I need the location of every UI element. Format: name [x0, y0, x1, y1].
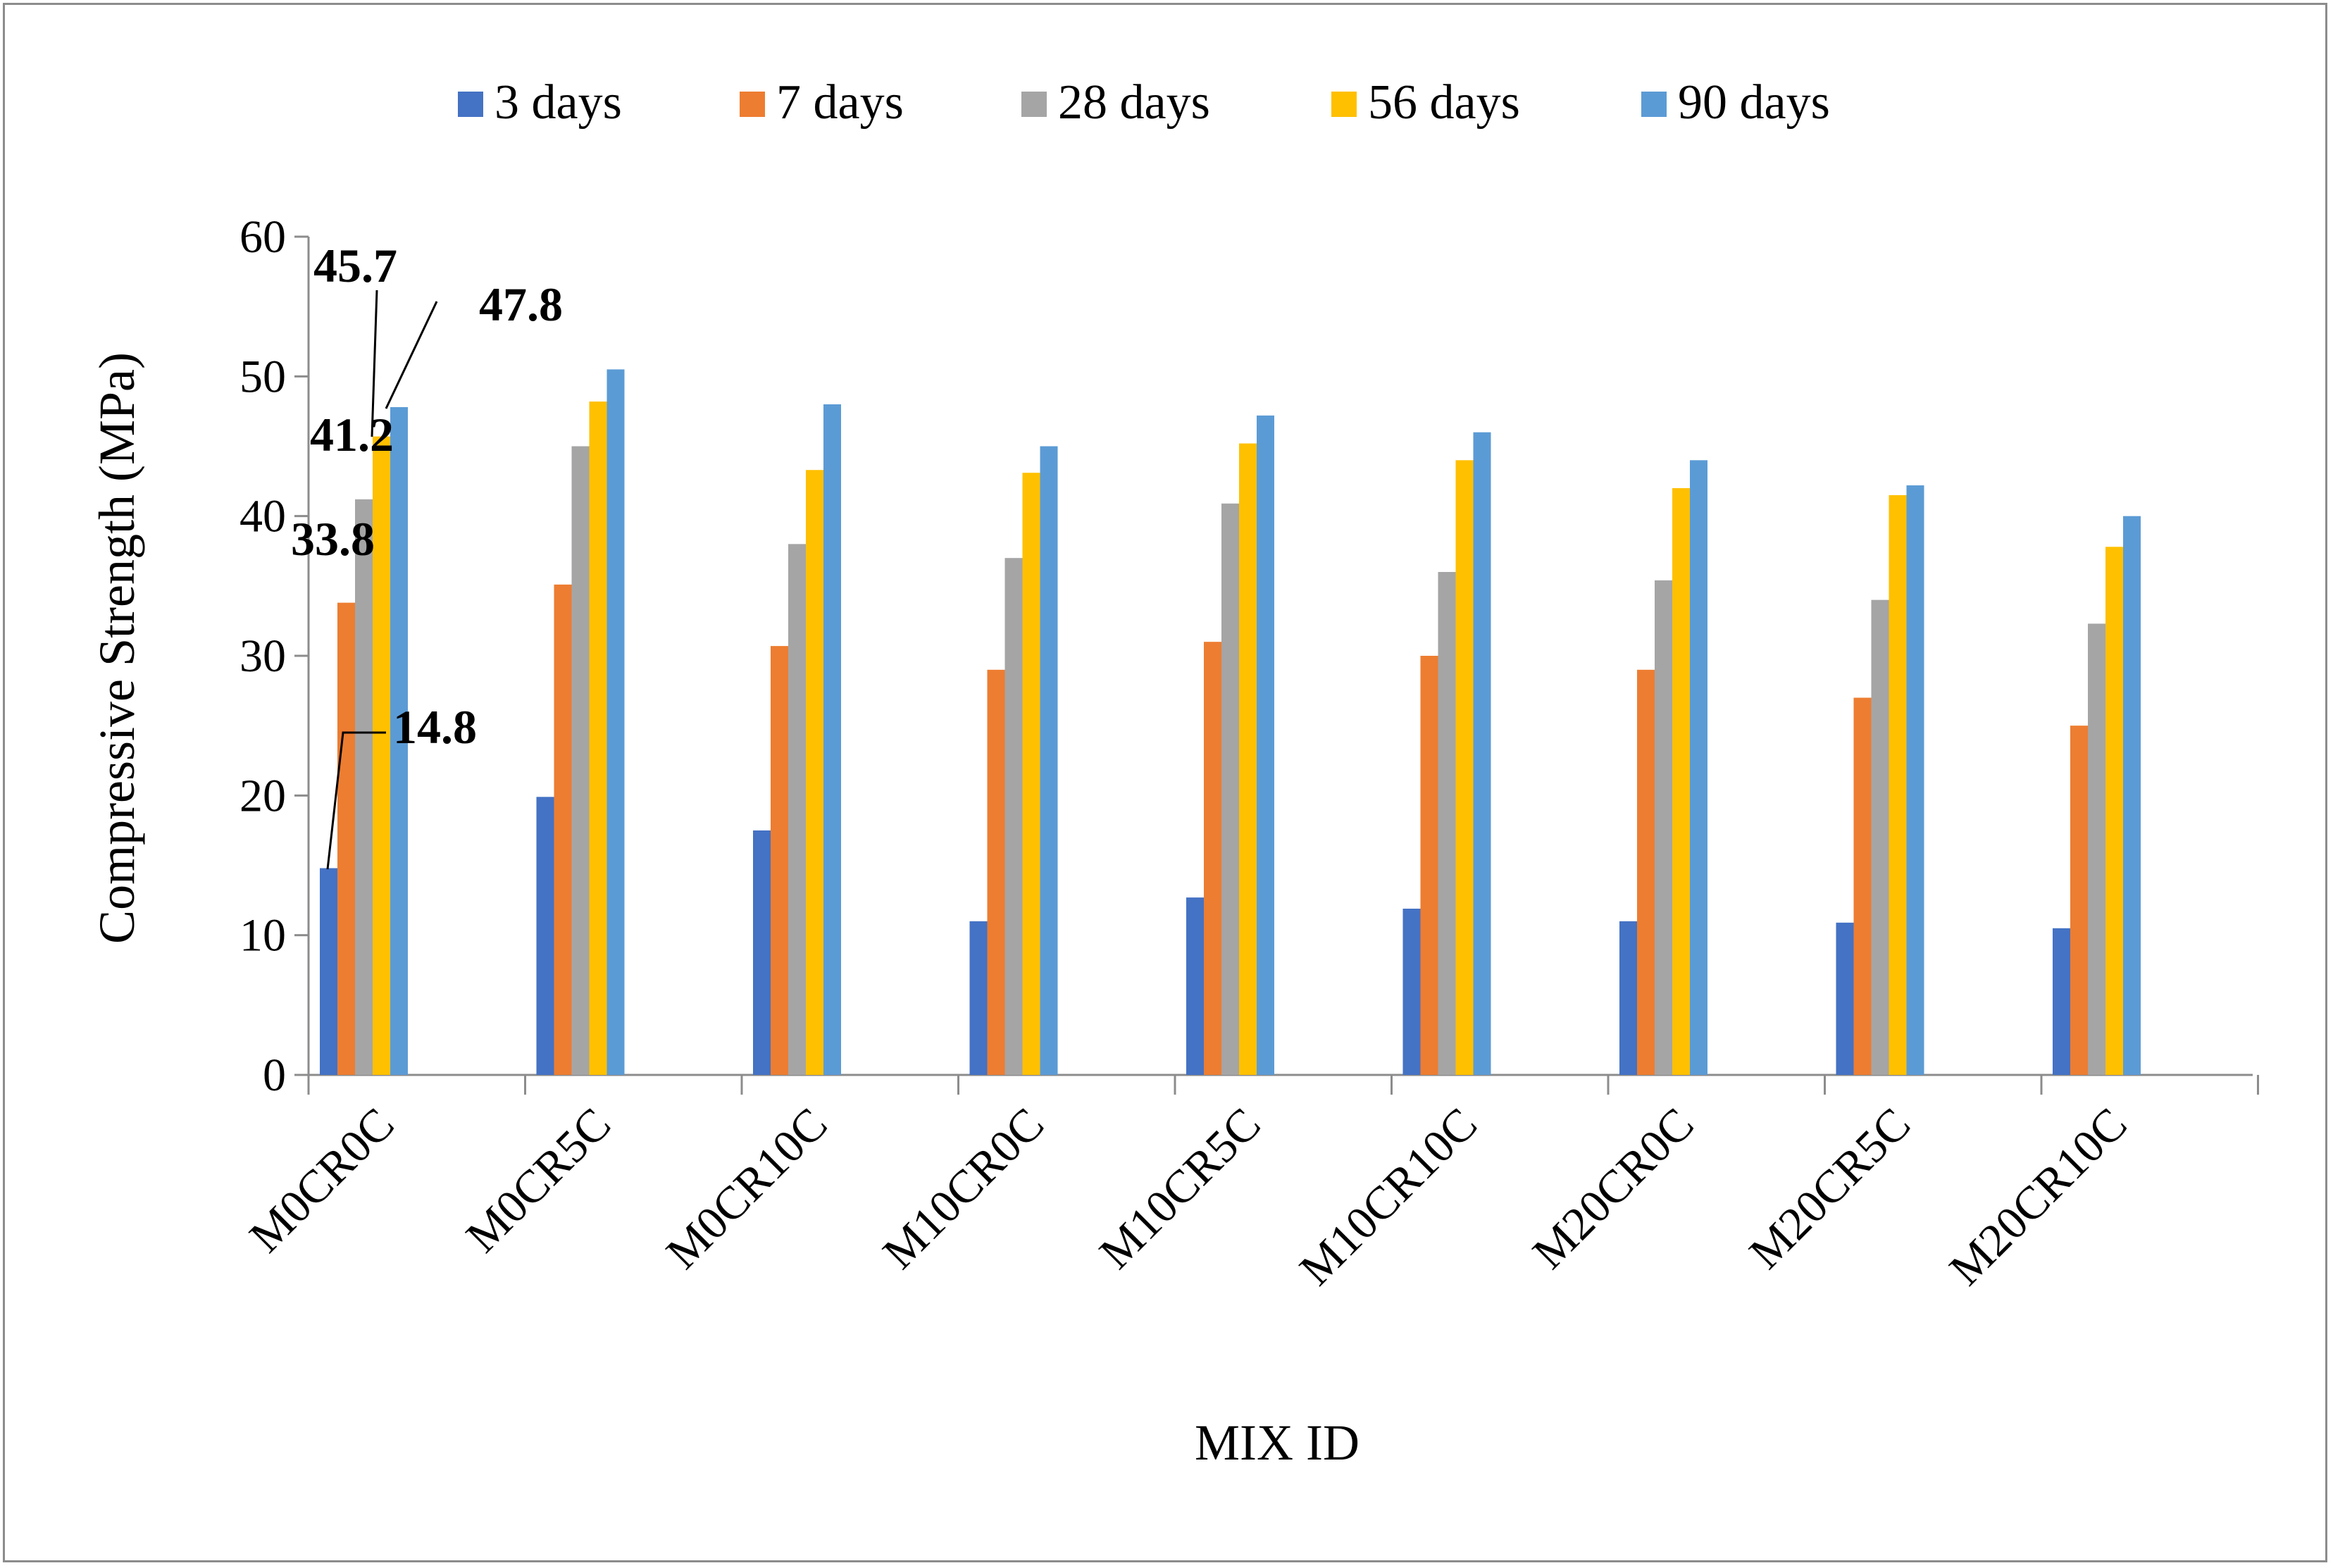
x-tick-label: M20CR0C [1523, 1098, 1704, 1279]
x-tick-label: M20CR5C [1740, 1098, 1921, 1279]
x-axis-title: MIX ID [1195, 1414, 1360, 1471]
legend-label: 3 days [494, 75, 622, 130]
legend-swatch [1021, 92, 1047, 117]
bar [806, 470, 823, 1075]
bar [1004, 558, 1023, 1075]
bar [1040, 446, 1058, 1075]
bar [823, 404, 841, 1075]
data-label: 41.2 [310, 408, 394, 461]
y-tick-label: 10 [239, 910, 286, 962]
bar [536, 797, 554, 1075]
x-tick-label: M10CR0C [873, 1098, 1054, 1279]
bar [2105, 547, 2123, 1075]
bar [1836, 922, 1854, 1075]
bar [571, 446, 590, 1075]
data-label: 45.7 [313, 239, 397, 292]
y-tick-label: 60 [239, 211, 286, 263]
bar [1619, 921, 1637, 1075]
x-tick-label: M0CR0C [239, 1098, 404, 1262]
y-tick-label: 50 [239, 351, 286, 402]
bar [606, 369, 625, 1075]
bar [1853, 697, 1872, 1075]
bar [969, 921, 988, 1075]
bar [1257, 415, 1274, 1075]
bar [753, 830, 771, 1075]
bar [1672, 488, 1690, 1075]
bar [2053, 928, 2070, 1075]
x-tick-label: M10CR5C [1090, 1098, 1271, 1279]
bar [1186, 897, 1204, 1075]
bar [1239, 443, 1257, 1075]
bar [987, 669, 1005, 1075]
bar [1637, 669, 1655, 1075]
bar [337, 602, 355, 1075]
bar [320, 868, 337, 1075]
legend-swatch [458, 92, 483, 117]
x-tick-label: M10CR10C [1290, 1098, 1487, 1295]
data-label: 33.8 [291, 512, 375, 566]
bar [1871, 599, 1889, 1075]
data-label: 47.8 [479, 278, 563, 331]
x-tick-label: M0CR5C [456, 1098, 621, 1262]
data-labels: 14.8 33.8 41.2 45.7 47.8 [291, 239, 563, 870]
data-label-leader [326, 731, 386, 870]
bar [1889, 494, 1907, 1075]
y-tick-label: 40 [239, 491, 286, 542]
data-label-leader [371, 290, 378, 437]
x-tick-label: M20CR10C [1940, 1098, 2137, 1295]
y-tick-label: 0 [263, 1050, 286, 1101]
legend-swatch [740, 92, 765, 117]
data-label-leader [385, 301, 438, 409]
data-label: 14.8 [393, 700, 477, 754]
bar [554, 584, 572, 1075]
bar [1473, 432, 1491, 1075]
bar [2070, 726, 2088, 1075]
legend-swatch [1331, 92, 1357, 117]
legend-swatch [1641, 92, 1667, 117]
bar [1022, 473, 1040, 1075]
legend-label: 28 days [1058, 75, 1210, 130]
bar [390, 406, 408, 1075]
bar [771, 646, 788, 1075]
legend: 3 days 7 days 28 days 56 days 90 days [458, 75, 1830, 130]
y-tick-label: 20 [239, 770, 286, 821]
bar [1655, 580, 1672, 1075]
bar [1402, 908, 1421, 1075]
legend-label: 56 days [1368, 75, 1520, 130]
bar [2123, 516, 2141, 1075]
legend-label: 90 days [1678, 75, 1830, 130]
y-axis-title: Compressive Strength (MPa) [89, 352, 145, 944]
bar [1906, 485, 1924, 1075]
bar [1221, 503, 1239, 1075]
bar [355, 499, 373, 1075]
bars [320, 369, 2141, 1075]
x-tick-label: M0CR10C [657, 1098, 838, 1279]
bar [1438, 572, 1456, 1075]
bar [2088, 623, 2105, 1075]
bar [788, 544, 806, 1075]
bar [1204, 642, 1221, 1075]
bar [373, 436, 390, 1075]
bar [1420, 656, 1438, 1075]
legend-label: 7 days [776, 75, 904, 130]
y-tick-label: 30 [239, 630, 286, 682]
bar [1455, 460, 1474, 1075]
bar [1690, 460, 1707, 1075]
bar [589, 402, 607, 1075]
